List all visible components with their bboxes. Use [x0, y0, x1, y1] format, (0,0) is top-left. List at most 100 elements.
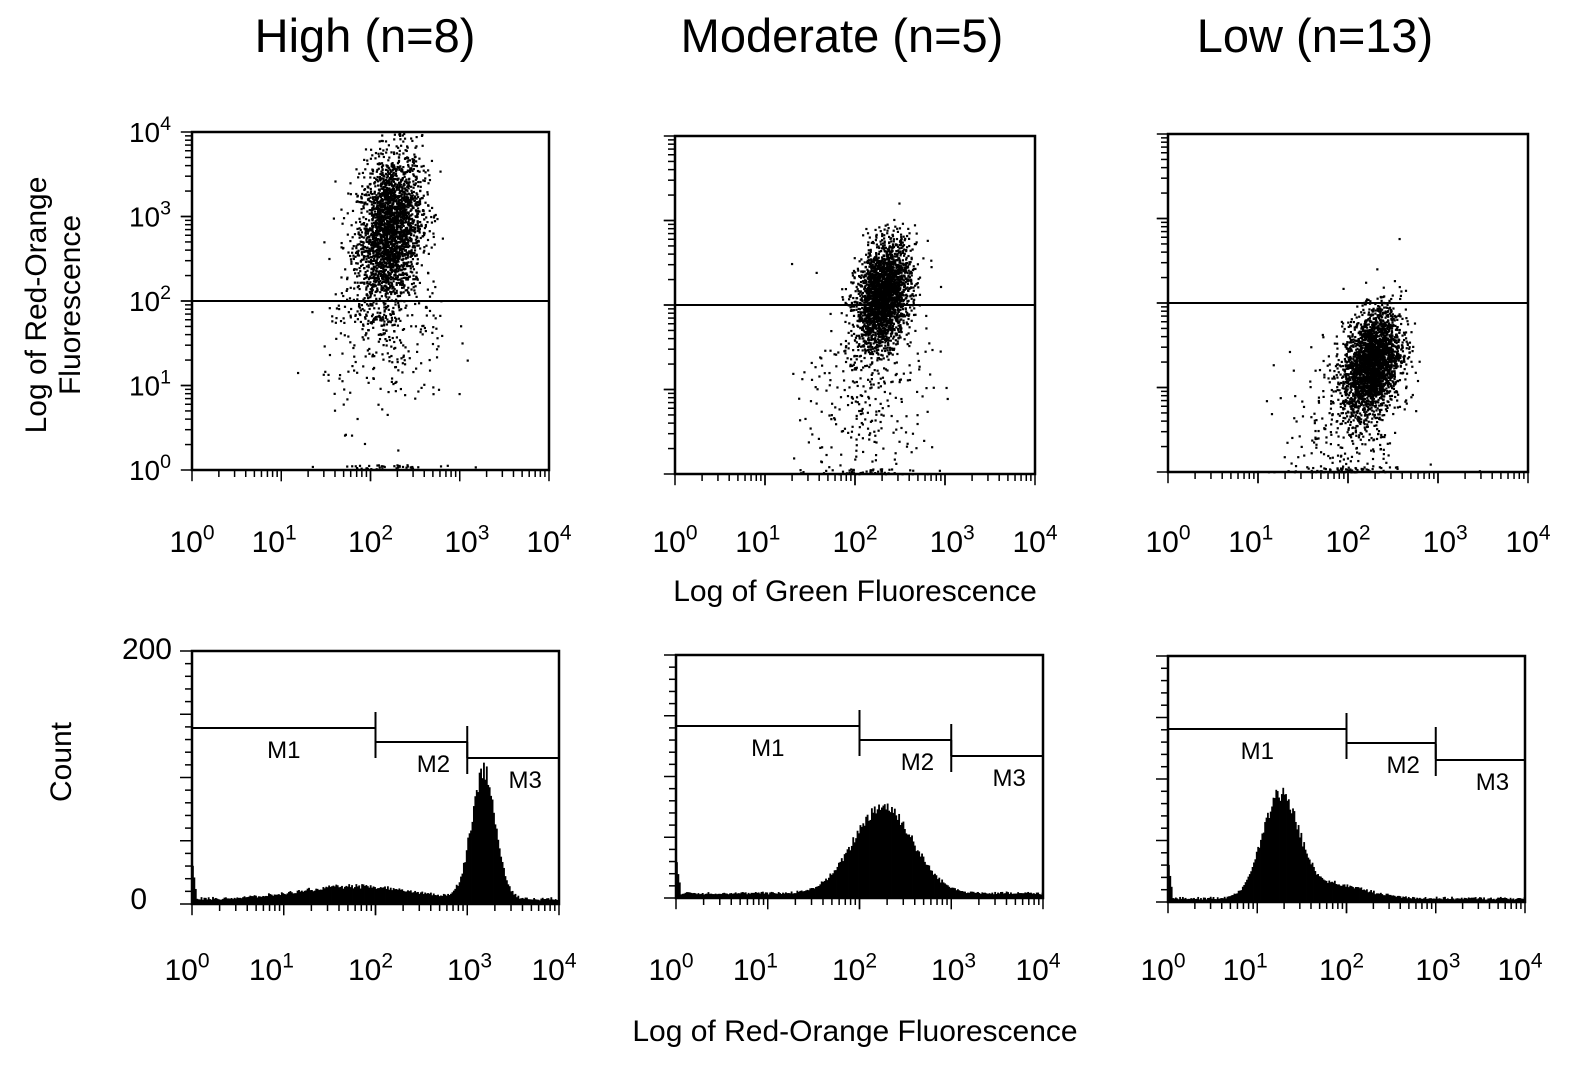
scatter-point: [870, 260, 873, 263]
scatter-point: [403, 245, 406, 249]
scatter-point: [864, 327, 868, 330]
scatter-point: [377, 307, 380, 310]
scatter-x-tick-label: 102: [348, 521, 393, 559]
scatter-point: [382, 465, 385, 468]
scatter-point: [889, 275, 892, 279]
scatter-point: [353, 355, 356, 358]
scatter-point: [895, 320, 898, 323]
scatter-point: [889, 348, 892, 351]
scatter-point: [867, 292, 870, 295]
scatter-point: [374, 242, 377, 245]
scatter-point: [899, 254, 902, 257]
scatter-point: [406, 196, 409, 199]
scatter-point: [420, 224, 423, 228]
scatter-point: [896, 255, 899, 258]
scatter-point: [400, 200, 403, 203]
scatter-point: [410, 208, 413, 211]
scatter-point: [879, 243, 883, 246]
scatter-point: [887, 341, 890, 344]
scatter-point: [387, 144, 390, 147]
scatter-point: [382, 259, 385, 262]
scatter-point: [362, 323, 365, 326]
scatter-point: [393, 200, 397, 203]
scatter-point: [388, 246, 392, 250]
scatter-point: [394, 196, 397, 199]
scatter-point: [394, 365, 398, 369]
scatter-point: [913, 307, 916, 310]
scatter-point: [347, 335, 350, 338]
scatter-point: [388, 360, 391, 363]
scatter-point: [884, 304, 887, 307]
scatter-point: [356, 294, 359, 297]
scatter-point: [366, 236, 370, 239]
scatter-point: [375, 259, 378, 262]
scatter-point: [386, 352, 389, 355]
scatter-point: [899, 329, 902, 332]
scatter-point: [371, 230, 374, 233]
scatter-point: [393, 193, 396, 196]
scatter-point: [322, 373, 325, 376]
scatter-point: [446, 464, 449, 467]
scatter-point: [403, 175, 406, 178]
scatter-point: [342, 403, 345, 406]
scatter-point: [874, 318, 877, 321]
scatter-point: [390, 220, 393, 223]
scatter-point: [387, 288, 390, 291]
scatter-point: [877, 252, 880, 256]
scatter-point: [324, 370, 327, 373]
scatter-point: [374, 316, 378, 319]
scatter-point: [418, 157, 421, 160]
scatter-point: [862, 320, 866, 323]
scatter-point: [430, 246, 433, 249]
scatter-point: [890, 272, 893, 276]
scatter-point: [375, 233, 378, 236]
scatter-point: [864, 290, 867, 293]
scatter-point: [379, 173, 382, 176]
scatter-point: [422, 212, 426, 215]
scatter-point: [887, 358, 890, 361]
scatter-point: [860, 293, 863, 296]
scatter-point: [415, 215, 418, 219]
scatter-point: [381, 204, 384, 207]
scatter-point: [385, 191, 388, 194]
scatter-point: [897, 245, 900, 248]
scatter-point: [391, 255, 394, 258]
scatter-point: [845, 345, 848, 348]
scatter-point: [383, 309, 386, 312]
scatter-point: [385, 219, 389, 222]
scatter-point: [400, 244, 404, 247]
scatter-point: [859, 291, 862, 294]
scatter-point: [423, 246, 426, 249]
scatter-point: [401, 187, 404, 190]
scatter-point: [349, 341, 352, 344]
scatter-point: [392, 171, 395, 174]
scatter-point: [381, 134, 384, 137]
scatter-point: [371, 224, 375, 227]
scatter-point: [403, 132, 406, 136]
scatter-point: [377, 277, 381, 281]
scatter-point: [393, 256, 397, 260]
scatter-point: [377, 207, 380, 210]
scatter-point: [873, 269, 876, 272]
scatter-point: [372, 202, 376, 205]
scatter-point: [363, 203, 366, 206]
scatter-point: [376, 315, 379, 318]
scatter-point: [875, 351, 878, 355]
scatter-point: [894, 269, 897, 272]
scatter-point: [865, 301, 868, 304]
scatter-point: [390, 181, 393, 184]
scatter-point: [897, 324, 900, 327]
scatter-point: [361, 263, 364, 267]
scatter-point: [900, 266, 903, 269]
scatter-point: [386, 276, 390, 279]
scatter-point: [380, 262, 383, 266]
scatter-point: [891, 233, 894, 237]
scatter-point: [414, 160, 418, 163]
scatter-point: [873, 369, 876, 372]
scatter-point: [897, 266, 900, 269]
scatter-point: [411, 139, 414, 143]
scatter-point: [377, 155, 381, 158]
scatter-point: [381, 243, 384, 246]
scatter-point: [876, 329, 879, 333]
scatter-point: [364, 232, 367, 235]
